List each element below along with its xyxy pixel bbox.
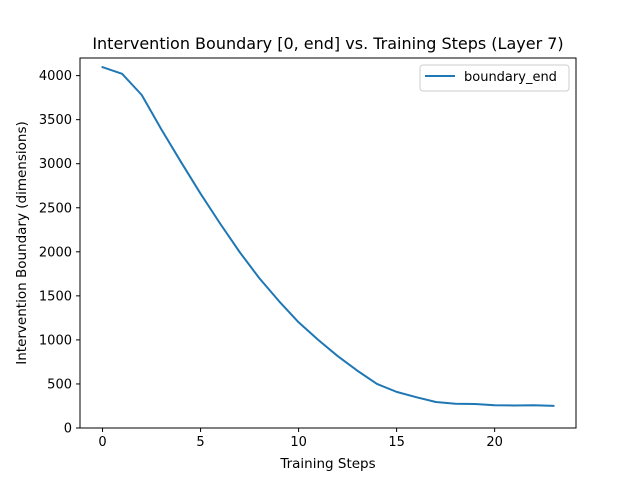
axes-frame [79, 57, 577, 429]
series-line-boundary_end [101, 65, 555, 407]
y-tick-label: 0 [64, 422, 72, 437]
y-tick-label: 2000 [39, 245, 72, 260]
y-tick-label: 2500 [39, 201, 72, 216]
x-tick-label: 10 [290, 435, 307, 450]
x-tick-label: 15 [388, 435, 405, 450]
x-tick-label: 5 [196, 435, 204, 450]
y-tick-label: 3000 [39, 157, 72, 172]
x-tick-label: 20 [486, 435, 503, 450]
x-axis-label: Training Steps [279, 456, 375, 472]
legend-box [419, 64, 570, 92]
y-tick-label: 1500 [39, 289, 72, 304]
y-tick-label: 1000 [39, 333, 72, 348]
chart-title: Intervention Boundary [0, end] vs. Train… [92, 34, 563, 53]
legend-label: boundary_end [464, 70, 557, 85]
legend: boundary_end [419, 64, 570, 92]
x-tick-label: 0 [98, 435, 106, 450]
y-axis-label: Intervention Boundary (dimensions) [14, 121, 30, 365]
plot-area: 0 5 10 15 20 0 500 1000 1500 2000 2500 3000 3500 4000 [39, 65, 555, 450]
y-tick-label: 4000 [39, 69, 72, 84]
y-tick-label: 500 [47, 377, 72, 392]
y-tick-label: 3500 [39, 113, 72, 128]
